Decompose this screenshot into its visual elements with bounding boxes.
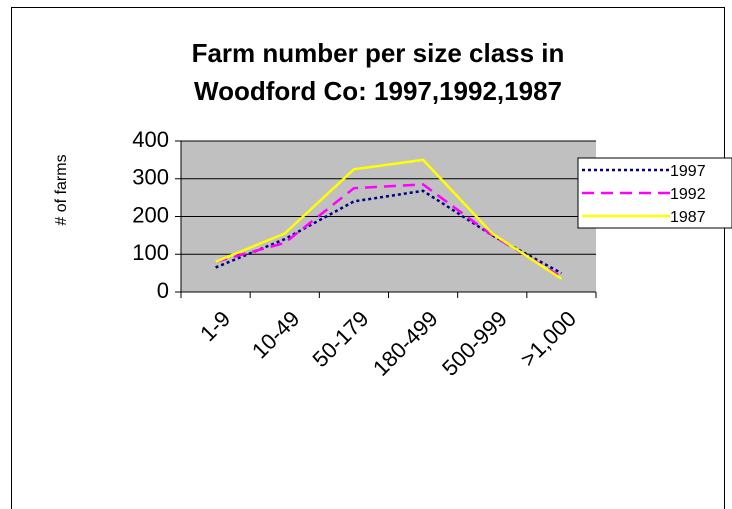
x-tick-label: 500-999	[437, 306, 512, 381]
legend-label: 1987	[670, 209, 706, 226]
y-tick-label: 300	[132, 165, 169, 190]
x-tick-label: >1,000	[515, 306, 581, 372]
legend-label: 1992	[670, 186, 706, 203]
legend-label: 1997	[670, 163, 706, 180]
y-tick-label: 100	[132, 240, 169, 265]
frame	[11, 7, 725, 509]
y-tick-label: 0	[157, 278, 169, 303]
y-tick-label: 400	[132, 127, 169, 152]
x-tick-label: 10-49	[247, 306, 304, 363]
x-tick-label: 180-499	[368, 306, 443, 381]
chart-title: Farm number per size class in	[192, 38, 565, 68]
chart-title: Woodford Co: 1997,1992,1987	[194, 76, 562, 106]
y-axis-label: # of farms	[53, 154, 70, 225]
series-line	[215, 158, 563, 280]
y-tick-label: 200	[132, 202, 169, 227]
x-tick-label: 50-179	[307, 306, 373, 372]
x-tick-label: 1-9	[195, 306, 235, 346]
